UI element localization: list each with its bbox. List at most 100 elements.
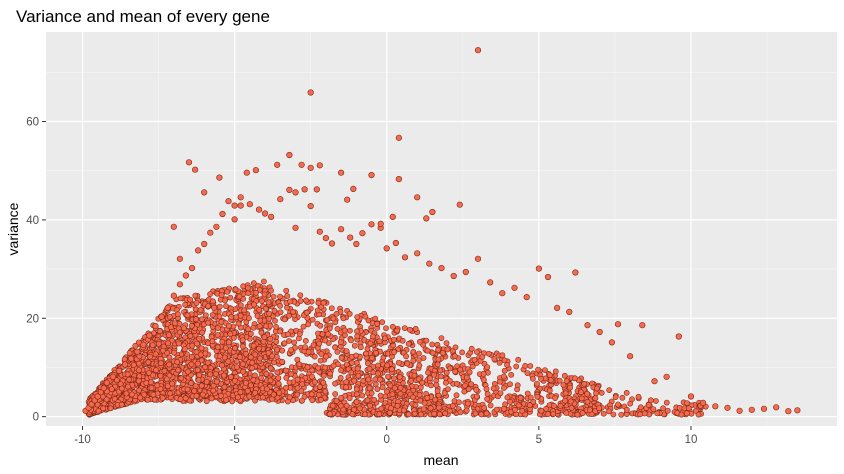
cloud-point: [281, 316, 288, 323]
cloud-point: [390, 336, 397, 343]
cloud-point: [556, 377, 563, 384]
cloud-point: [351, 377, 358, 384]
cloud-point: [664, 407, 671, 414]
cloud-point: [284, 293, 291, 299]
cloud-point: [316, 383, 323, 390]
cloud-point: [695, 411, 702, 418]
x-tick-label: 5: [536, 434, 542, 446]
cloud-point: [252, 389, 258, 396]
cloud-point: [399, 337, 406, 344]
cloud-point: [136, 360, 142, 367]
cloud-point: [334, 326, 341, 332]
cloud-point: [501, 357, 508, 364]
data-point: [401, 254, 409, 261]
cloud-point: [279, 358, 286, 365]
data-point: [261, 210, 269, 217]
data-point: [170, 223, 177, 230]
cloud-point: [260, 338, 267, 345]
cloud-point: [205, 303, 211, 310]
cloud-point: [145, 359, 152, 366]
cloud-point: [530, 375, 536, 382]
cloud-point: [199, 329, 206, 336]
cloud-point: [159, 395, 166, 401]
cloud-point: [157, 328, 163, 335]
cloud-point: [522, 411, 529, 418]
cloud-point: [221, 384, 228, 390]
cloud-point: [323, 353, 329, 360]
cloud-point: [641, 410, 648, 417]
data-point: [368, 172, 375, 179]
cloud-point: [497, 390, 504, 397]
cloud-point: [257, 355, 263, 362]
cloud-point: [372, 381, 379, 388]
cloud-point: [290, 309, 296, 315]
data-point: [523, 294, 530, 301]
cloud-point: [238, 302, 244, 309]
cloud-point: [274, 369, 281, 376]
cloud-point: [436, 404, 442, 411]
data-point: [182, 272, 189, 279]
cloud-point: [251, 301, 257, 308]
data-point: [426, 260, 433, 267]
cloud-point: [268, 287, 274, 294]
cloud-point: [309, 373, 315, 380]
cloud-point: [483, 386, 490, 392]
cloud-point: [427, 405, 434, 412]
cloud-point: [330, 315, 337, 322]
cloud-point: [410, 348, 417, 355]
cloud-point: [152, 351, 159, 357]
cloud-point: [217, 353, 223, 359]
cloud-point: [471, 357, 478, 363]
cloud-point: [431, 371, 437, 378]
cloud-point: [377, 376, 383, 383]
cloud-point: [348, 337, 354, 344]
data-point: [614, 321, 622, 328]
cloud-point: [500, 373, 507, 380]
cloud-point: [382, 393, 389, 400]
data-point: [292, 224, 299, 231]
cloud-point: [501, 405, 507, 412]
cloud-point: [378, 405, 385, 412]
cloud-point: [379, 319, 386, 325]
cloud-point: [396, 374, 403, 380]
cloud-point: [240, 343, 246, 350]
cloud-point: [308, 391, 315, 398]
cloud-point: [464, 400, 471, 407]
cloud-point: [372, 315, 379, 322]
cloud-point: [214, 332, 221, 338]
cloud-point: [386, 409, 393, 416]
data-point: [307, 203, 314, 210]
cloud-point: [557, 402, 564, 409]
cloud-point: [188, 361, 195, 368]
cloud-point: [490, 385, 497, 392]
cloud-point: [166, 332, 172, 338]
cloud-point: [245, 285, 251, 291]
cloud-point: [487, 402, 494, 409]
cloud-point: [226, 386, 233, 393]
cloud-point: [150, 391, 157, 398]
cloud-point: [403, 353, 409, 360]
cloud-point: [237, 354, 243, 360]
cloud-point: [187, 296, 194, 303]
cloud-point: [296, 361, 303, 368]
cloud-point: [241, 307, 248, 314]
cloud-point: [136, 373, 143, 380]
cloud-point: [527, 394, 534, 401]
cloud-point: [438, 335, 445, 341]
cloud-point: [619, 394, 626, 401]
data-point: [322, 235, 330, 242]
data-point: [316, 228, 323, 235]
cloud-point: [515, 356, 522, 363]
data-point: [395, 134, 403, 141]
data-point: [535, 265, 543, 272]
cloud-point: [373, 350, 379, 356]
cloud-point: [377, 392, 384, 399]
data-point: [207, 229, 214, 236]
cloud-point: [198, 316, 205, 323]
cloud-point: [228, 314, 235, 320]
cloud-point: [416, 392, 423, 398]
cloud-point: [256, 323, 263, 330]
data-point: [584, 322, 591, 329]
data-point: [414, 194, 421, 201]
cloud-point: [157, 386, 164, 392]
